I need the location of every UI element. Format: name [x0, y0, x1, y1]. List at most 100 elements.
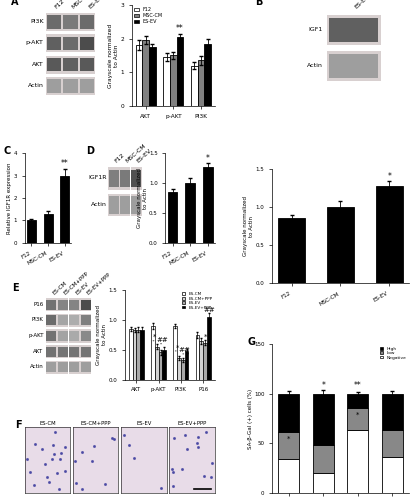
Bar — [69, 361, 80, 374]
Text: A: A — [11, 0, 19, 7]
Bar — [46, 345, 57, 358]
Bar — [46, 329, 57, 343]
Bar — [79, 34, 95, 52]
Text: Actin: Actin — [91, 202, 107, 207]
Text: MSC-CM: MSC-CM — [125, 142, 147, 163]
Bar — [185, 183, 195, 243]
Text: MSC-CM: MSC-CM — [71, 0, 93, 10]
Text: G: G — [247, 337, 255, 347]
Text: E: E — [12, 283, 19, 293]
Bar — [162, 350, 166, 379]
Bar — [57, 314, 68, 327]
Bar — [62, 77, 79, 95]
Bar — [170, 55, 177, 106]
Legend: F12, MSC-CM, ES-EV: F12, MSC-CM, ES-EV — [134, 7, 163, 24]
Bar — [46, 331, 56, 341]
Text: IGF1R: IGF1R — [88, 175, 107, 180]
Bar — [81, 315, 91, 325]
Bar — [278, 394, 299, 432]
Bar — [81, 331, 91, 341]
Text: *: * — [203, 334, 207, 340]
Bar — [131, 196, 141, 214]
Bar — [131, 169, 141, 187]
Bar — [27, 221, 36, 243]
Bar — [120, 196, 130, 214]
Bar — [327, 15, 381, 45]
Bar — [62, 56, 79, 74]
Bar — [69, 300, 79, 310]
Text: IGF1: IGF1 — [309, 27, 323, 32]
Bar — [313, 394, 334, 445]
Bar — [79, 13, 95, 31]
Bar — [108, 167, 119, 190]
Text: Actin: Actin — [307, 63, 323, 68]
Bar — [129, 329, 133, 379]
Bar — [46, 56, 62, 74]
Bar — [330, 18, 378, 42]
Text: F12: F12 — [54, 0, 66, 10]
Bar — [149, 47, 156, 106]
Bar — [173, 326, 177, 379]
Text: ES-EV: ES-EV — [136, 421, 152, 426]
Bar — [376, 186, 403, 283]
Bar — [191, 66, 198, 106]
Bar — [151, 326, 155, 379]
Text: ES-CM+PPP: ES-CM+PPP — [63, 270, 90, 296]
Bar — [63, 36, 78, 50]
Bar — [47, 58, 61, 71]
Bar — [81, 362, 91, 372]
Bar — [80, 15, 95, 29]
Bar — [181, 360, 185, 379]
Bar — [382, 394, 403, 430]
Bar — [159, 352, 162, 379]
Bar — [81, 347, 91, 357]
Bar — [69, 331, 79, 341]
Bar — [58, 331, 68, 341]
Y-axis label: Relative IGF1R expression: Relative IGF1R expression — [7, 162, 12, 234]
Bar — [69, 329, 80, 343]
Y-axis label: Grayscale normalized
to Actin: Grayscale normalized to Actin — [243, 196, 254, 256]
Bar — [155, 347, 159, 379]
Bar — [58, 362, 68, 372]
Text: ES-CM: ES-CM — [39, 421, 56, 426]
Text: D: D — [86, 146, 94, 156]
Bar — [199, 341, 203, 379]
Bar — [57, 298, 68, 311]
Text: *: * — [206, 153, 210, 162]
Bar — [204, 44, 211, 106]
Bar — [133, 330, 136, 379]
Bar — [80, 79, 95, 93]
Text: **: ** — [354, 381, 362, 390]
Bar — [46, 315, 56, 325]
Text: ES-EV+PPP: ES-EV+PPP — [86, 271, 112, 296]
Y-axis label: SA-β-Gal (+) cells (%): SA-β-Gal (+) cells (%) — [247, 388, 252, 449]
Bar — [80, 361, 91, 374]
Legend: ES-CM, ES-CM+PPP, ES-EV, ES-EV+PPP: ES-CM, ES-CM+PPP, ES-EV, ES-EV+PPP — [182, 292, 213, 310]
Bar — [47, 79, 61, 93]
Bar — [60, 176, 69, 243]
Bar — [46, 298, 57, 311]
Bar — [198, 60, 204, 106]
Text: ##: ## — [157, 337, 169, 343]
Bar — [327, 51, 381, 81]
Text: F12: F12 — [114, 152, 126, 163]
Bar — [313, 445, 334, 473]
Text: PI3K: PI3K — [30, 19, 44, 24]
Bar — [142, 40, 149, 106]
Bar — [81, 300, 91, 310]
Bar — [327, 207, 354, 283]
Text: ES-EV: ES-EV — [354, 0, 371, 10]
Bar — [177, 37, 183, 106]
Text: B: B — [256, 0, 263, 7]
Bar — [58, 315, 68, 325]
Text: *: * — [321, 381, 325, 390]
Bar — [79, 56, 95, 74]
Bar — [347, 394, 368, 408]
Bar — [207, 317, 211, 379]
Bar — [119, 167, 131, 190]
Bar — [131, 167, 142, 190]
Text: *: * — [387, 172, 391, 181]
Text: Actin: Actin — [28, 83, 44, 88]
Text: ES-CM+PPP: ES-CM+PPP — [81, 421, 111, 426]
Bar — [382, 430, 403, 457]
